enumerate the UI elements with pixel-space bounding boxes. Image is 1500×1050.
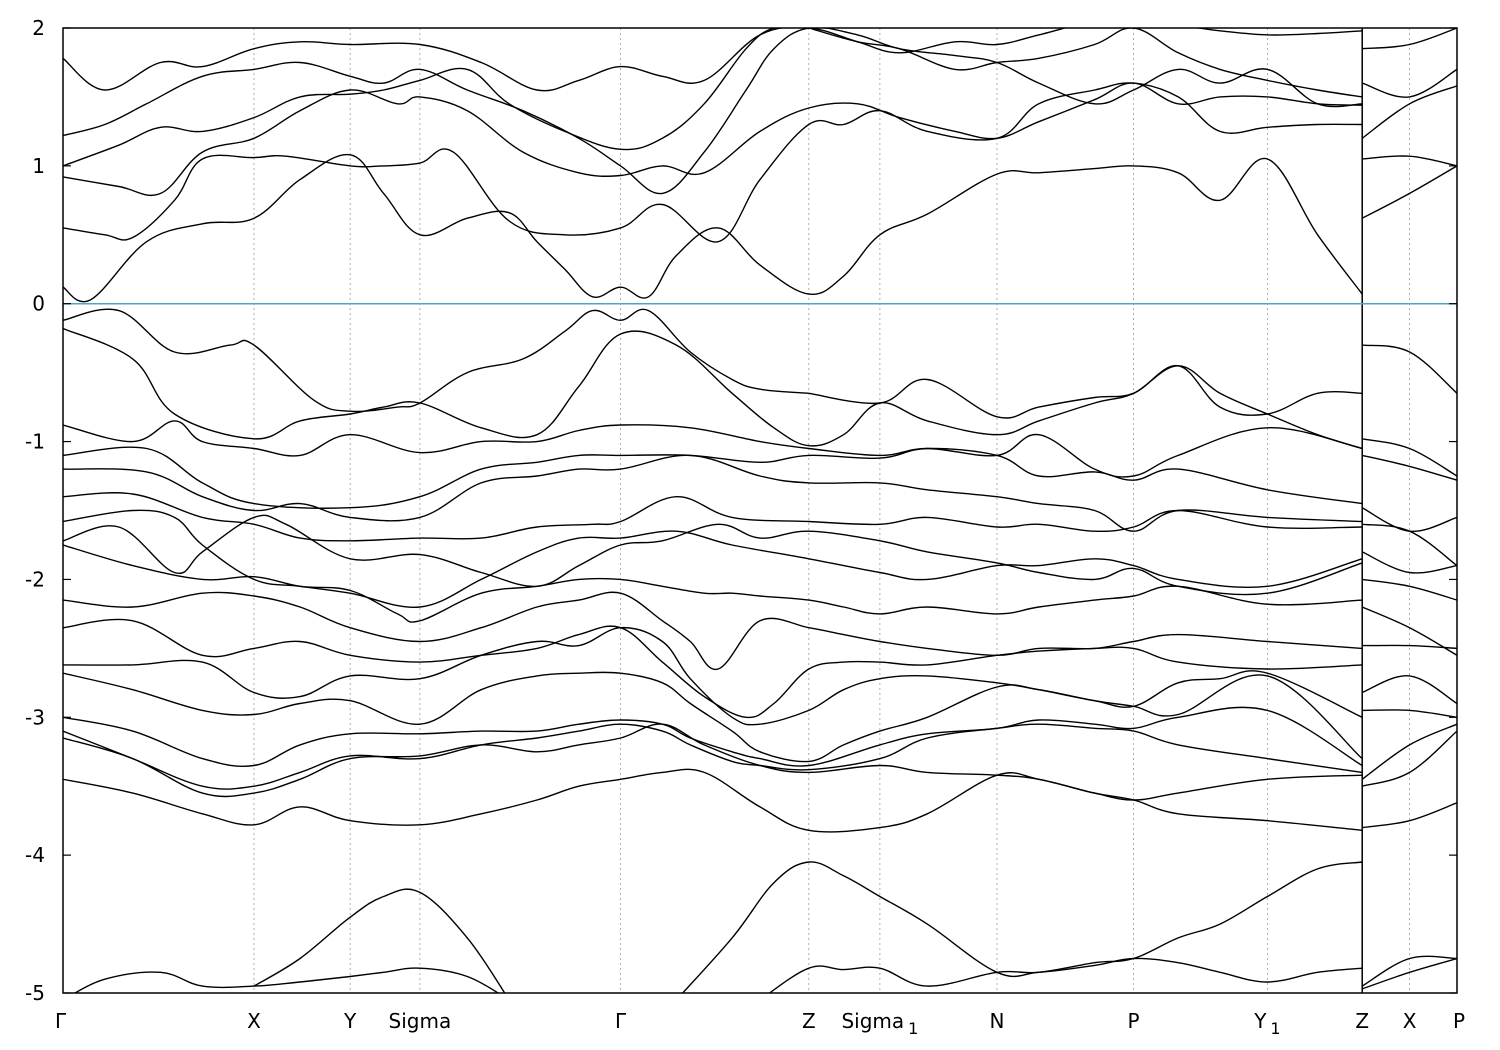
band-line-29 (1361, 723, 1457, 780)
x-tick-label: Γ (615, 1009, 627, 1033)
x-axis-ticks: Γ X Y Sigma Γ Z Sigma 1 N P Y 1 Z X P (55, 1009, 1465, 1038)
band-line-25 (63, 723, 1363, 801)
band-line-17 (63, 514, 1363, 596)
x-tick-label: Sigma 1 (841, 1009, 918, 1038)
band-line-2 (63, 82, 1363, 243)
band-line-10 (1362, 344, 1457, 394)
x-tick-label: N (989, 1009, 1004, 1033)
band-line-9 (808, 365, 1363, 419)
band-line-7 (63, 28, 1363, 92)
band-line-45 (253, 888, 506, 993)
band-line-31 (1361, 675, 1457, 705)
y-axis-ticks: 2 1 0 -1 -2 -3 -4 -5 (25, 16, 1457, 1005)
band-line-11 (63, 327, 1363, 450)
band-line-8 (63, 308, 809, 413)
y-tick-label: -4 (25, 843, 45, 867)
y-tick-label: 0 (32, 292, 45, 316)
y-tick-label: -5 (25, 981, 45, 1005)
band-line-30 (1362, 709, 1457, 718)
y-tick-label: -3 (25, 705, 45, 729)
x-tick-label: X (247, 1009, 261, 1033)
band-line-3 (63, 82, 1363, 197)
x-tick-label: P (1453, 1009, 1465, 1033)
band-line-34 (1362, 578, 1457, 601)
k-point-gridlines (253, 28, 1411, 993)
band-line-1 (1361, 165, 1457, 219)
x-tick-label: X (1403, 1009, 1417, 1033)
band-line-12 (63, 420, 1363, 478)
band-line-37 (1361, 507, 1457, 532)
band-line-32 (1362, 644, 1457, 650)
band-line-27 (1362, 802, 1457, 829)
band-line-48 (1361, 955, 1457, 987)
band-lines (63, 28, 1457, 993)
band-line-19 (63, 591, 1363, 670)
band-line-16 (63, 509, 1363, 609)
band-line-15 (63, 492, 1363, 542)
band-line-38 (1362, 454, 1457, 481)
band-line-20 (63, 618, 1363, 719)
band-line-33 (1361, 606, 1457, 656)
band-line-42 (1361, 68, 1457, 98)
x-tick-label: Sigma (389, 1009, 452, 1033)
band-line-4 (63, 28, 809, 167)
band-line-5 (808, 28, 1363, 98)
band-line-0 (63, 153, 1363, 303)
band-line-18 (63, 544, 1363, 623)
band-line-49 (1361, 957, 1457, 990)
band-line-47 (768, 861, 1363, 993)
x-tick-label: Z (802, 1009, 816, 1033)
plot-frame (62, 27, 1458, 994)
y-tick-label: -1 (25, 430, 45, 454)
band-line-43 (1362, 28, 1457, 50)
y-tick-label: -2 (25, 567, 45, 591)
band-line-24 (63, 723, 1363, 790)
band-line-40 (1362, 155, 1457, 167)
x-tick-label: P (1128, 1009, 1140, 1033)
band-line-44 (73, 967, 500, 993)
band-line-6 (63, 28, 1363, 195)
band-line-35 (1361, 551, 1457, 574)
x-tick-label: Z (1355, 1009, 1369, 1033)
band-line-22 (63, 671, 1363, 763)
band-line-26 (63, 768, 1363, 833)
y-tick-label: 2 (32, 16, 45, 40)
band-line-21 (63, 626, 1363, 726)
band-line-14 (63, 454, 1363, 532)
x-tick-label: Γ (55, 1009, 67, 1033)
x-tick-label: Y (343, 1009, 357, 1033)
band-line-28 (1362, 730, 1457, 787)
y-tick-label: 1 (32, 154, 45, 178)
band-line-46 (681, 861, 1363, 993)
band-line-39 (1362, 438, 1457, 477)
band-line-13 (63, 446, 1363, 509)
band-line-41 (1361, 85, 1457, 139)
